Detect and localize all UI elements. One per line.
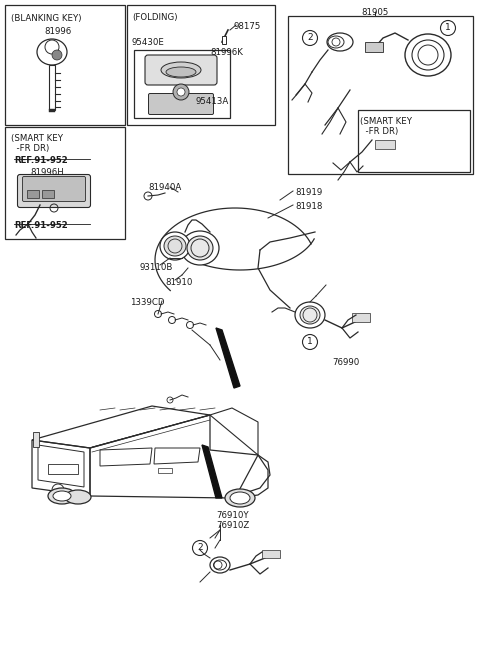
Bar (42, 190, 54, 198)
Text: 81996H: 81996H (30, 168, 64, 177)
Text: 2: 2 (197, 544, 203, 553)
Text: 81996: 81996 (44, 27, 72, 36)
Text: (SMART KEY: (SMART KEY (11, 134, 63, 143)
Ellipse shape (225, 489, 255, 507)
Circle shape (177, 88, 185, 96)
Ellipse shape (160, 232, 190, 260)
Circle shape (173, 84, 189, 100)
Text: 81918: 81918 (295, 202, 323, 211)
Bar (5, 5, 125, 125)
Circle shape (52, 50, 62, 60)
Text: (FOLDING): (FOLDING) (132, 13, 178, 22)
Ellipse shape (187, 236, 213, 260)
Bar (48, 464, 78, 474)
Ellipse shape (65, 490, 91, 504)
Text: 95430E: 95430E (132, 38, 165, 47)
Bar (49, 109, 55, 112)
Text: -FR DR): -FR DR) (11, 144, 49, 153)
Text: 81996K: 81996K (210, 48, 243, 57)
Text: (SMART KEY: (SMART KEY (360, 117, 412, 126)
Text: 2: 2 (307, 33, 313, 43)
Bar (134, 50, 230, 118)
Text: REF.91-952: REF.91-952 (14, 221, 68, 230)
Text: 81919: 81919 (295, 188, 322, 197)
Ellipse shape (161, 62, 201, 78)
Text: 98175: 98175 (233, 22, 260, 31)
Ellipse shape (48, 488, 76, 504)
Text: (BLANKING KEY): (BLANKING KEY) (11, 14, 82, 23)
Ellipse shape (295, 302, 325, 328)
Ellipse shape (166, 67, 196, 77)
Bar (127, 5, 275, 125)
Text: 76910Y: 76910Y (216, 511, 249, 520)
Polygon shape (216, 328, 240, 388)
Text: 95413A: 95413A (196, 97, 229, 106)
Text: 76990: 76990 (332, 358, 359, 367)
Text: 1: 1 (307, 337, 313, 346)
Text: 76910Z: 76910Z (216, 521, 249, 530)
Text: 1339CD: 1339CD (130, 298, 165, 307)
Bar (33, 432, 39, 447)
FancyBboxPatch shape (23, 176, 85, 202)
Text: -FR DR): -FR DR) (360, 127, 398, 136)
Bar (352, 313, 370, 322)
Ellipse shape (181, 231, 219, 265)
Bar (365, 42, 383, 52)
Bar (222, 36, 226, 44)
Text: 1: 1 (445, 24, 451, 33)
Bar (375, 140, 395, 149)
Text: 93110B: 93110B (140, 263, 173, 272)
Text: REF.91-952: REF.91-952 (14, 156, 68, 165)
Text: 81905: 81905 (361, 8, 389, 17)
Bar (288, 16, 473, 174)
Polygon shape (202, 445, 222, 498)
Ellipse shape (53, 491, 71, 501)
FancyBboxPatch shape (17, 174, 91, 208)
Bar (158, 468, 172, 473)
Bar (5, 127, 125, 239)
Bar (262, 550, 280, 558)
Ellipse shape (230, 492, 250, 504)
Bar (27, 190, 39, 198)
Ellipse shape (300, 306, 320, 324)
Text: 81940A: 81940A (148, 183, 181, 192)
Bar (49, 65, 55, 110)
Bar (358, 110, 470, 172)
Text: 81910: 81910 (165, 278, 192, 287)
FancyBboxPatch shape (148, 94, 214, 115)
Ellipse shape (164, 236, 186, 256)
FancyBboxPatch shape (145, 55, 217, 85)
